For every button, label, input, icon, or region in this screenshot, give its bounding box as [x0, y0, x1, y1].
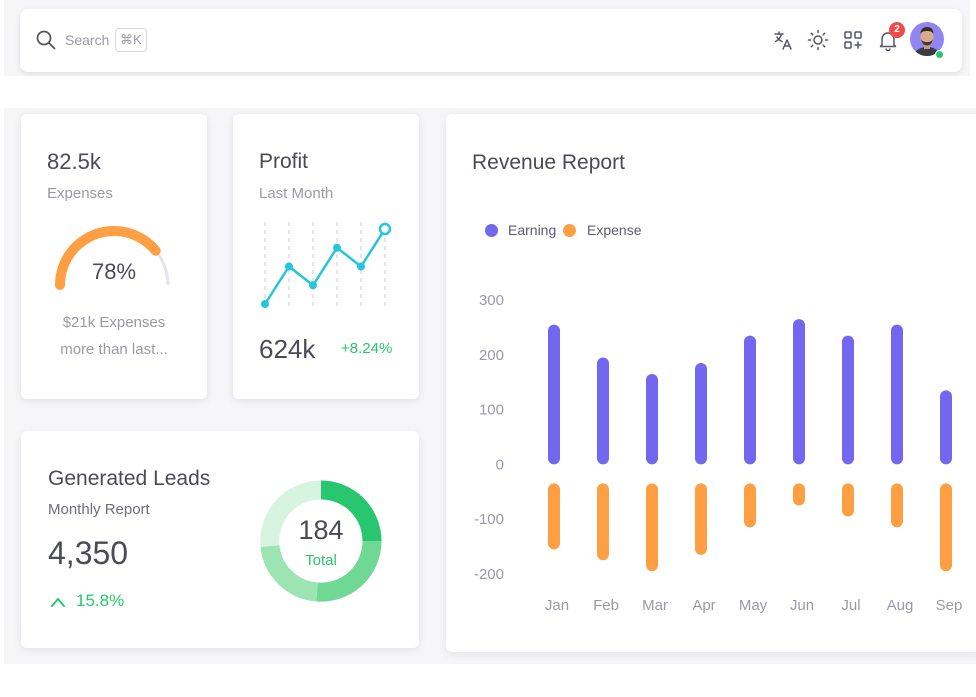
profit-card: Profit Last Month 624k +8.24%: [233, 114, 419, 399]
earning-bar: [548, 324, 560, 465]
x-tick-label: Sep: [936, 597, 963, 614]
expense-bar: [793, 483, 805, 506]
x-tick-label: Jun: [790, 597, 814, 614]
leads-donut: [260, 480, 382, 602]
earning-bar: [744, 335, 756, 465]
revenue-bar-chart: 300 200 100 0 -100 -200 Jan Feb Mar Apr May Jun Jul A…: [474, 292, 963, 614]
leads-value: 4,350: [48, 535, 129, 571]
expenses-value: 82.5k: [47, 149, 101, 174]
legend-earning-label: Earning: [508, 222, 557, 238]
y-tick-label: 100: [479, 402, 504, 419]
earning-bar: [793, 319, 805, 465]
sun-icon[interactable]: [807, 29, 829, 51]
y-tick-label: -200: [474, 566, 504, 583]
earning-bar: [646, 373, 658, 465]
sparkline-point: [309, 281, 317, 290]
x-tick-label: Feb: [593, 597, 619, 614]
x-tick-label: Jan: [545, 597, 569, 614]
expenses-note-line2: more than last...: [60, 341, 168, 358]
x-tick-label: Jul: [841, 597, 860, 614]
sparkline-point: [378, 222, 392, 236]
leads-title: Generated Leads: [48, 467, 211, 490]
search-icon[interactable]: [36, 30, 56, 50]
expenses-card: 82.5k Expenses 78% $21k Expenses more th…: [21, 114, 207, 399]
revenue-report-card: Revenue Report Earning Expense 300 200 100…: [446, 114, 976, 652]
sparkline-point: [357, 262, 365, 271]
expense-bar: [744, 483, 756, 528]
sparkline-path: [263, 228, 387, 305]
y-tick-label: 300: [479, 292, 504, 309]
x-tick-label: Aug: [887, 597, 914, 614]
y-tick-label: -100: [474, 511, 504, 528]
profit-sparkline: [261, 222, 392, 309]
apps-grid-icon[interactable]: [842, 29, 864, 51]
earning-bar: [891, 324, 903, 465]
x-tick-label: Mar: [642, 597, 668, 614]
profit-value: 624k: [259, 334, 316, 364]
expenses-label: Expenses: [47, 185, 113, 202]
leads-subtitle: Monthly Report: [48, 501, 150, 518]
legend-expense-dot: [563, 224, 576, 237]
profit-title: Profit: [259, 150, 309, 173]
expense-bar: [695, 483, 707, 555]
online-status-dot: [935, 50, 944, 59]
leads-growth: 15.8%: [76, 591, 125, 610]
revenue-title: Revenue Report: [472, 151, 625, 174]
profit-subtitle: Last Month: [259, 185, 334, 202]
expense-bar: [646, 483, 658, 572]
gauge-percent: 78%: [91, 259, 137, 284]
donut-total-label: Total: [305, 552, 337, 569]
search-shortcut-hint: ⌘K: [115, 28, 147, 52]
sparkline-point: [285, 262, 293, 271]
expense-bar: [548, 483, 560, 550]
translate-icon[interactable]: [772, 29, 794, 51]
expense-bar: [842, 483, 854, 517]
x-tick-label: Apr: [692, 597, 715, 614]
expenses-note-line1: $21k Expenses: [62, 314, 166, 331]
x-tick-label: May: [739, 597, 768, 614]
top-navbar: Search ⌘K 2: [20, 9, 962, 72]
legend-expense-label: Expense: [587, 222, 642, 238]
sparkline-point: [333, 243, 341, 252]
y-tick-label: 200: [479, 347, 504, 364]
sparkline-point: [261, 300, 269, 308]
chevron-up-icon: [51, 598, 65, 607]
earning-bar: [597, 357, 609, 465]
profit-growth: +8.24%: [341, 340, 393, 357]
donut-total-value: 184: [298, 515, 344, 545]
expense-bar: [940, 483, 952, 572]
expense-bar: [597, 483, 609, 561]
expenses-gauge: [55, 226, 173, 290]
expense-bar: [891, 483, 903, 528]
search-input[interactable]: Search: [65, 32, 110, 48]
earning-bar: [695, 363, 707, 465]
y-tick-label: 0: [496, 456, 504, 473]
generated-leads-card: Generated Leads Monthly Report 4,350 15.…: [21, 431, 419, 648]
legend-earning-dot: [485, 224, 498, 237]
earning-bar: [940, 390, 952, 465]
earning-bar: [842, 335, 854, 465]
notification-count-badge: 2: [889, 22, 905, 38]
